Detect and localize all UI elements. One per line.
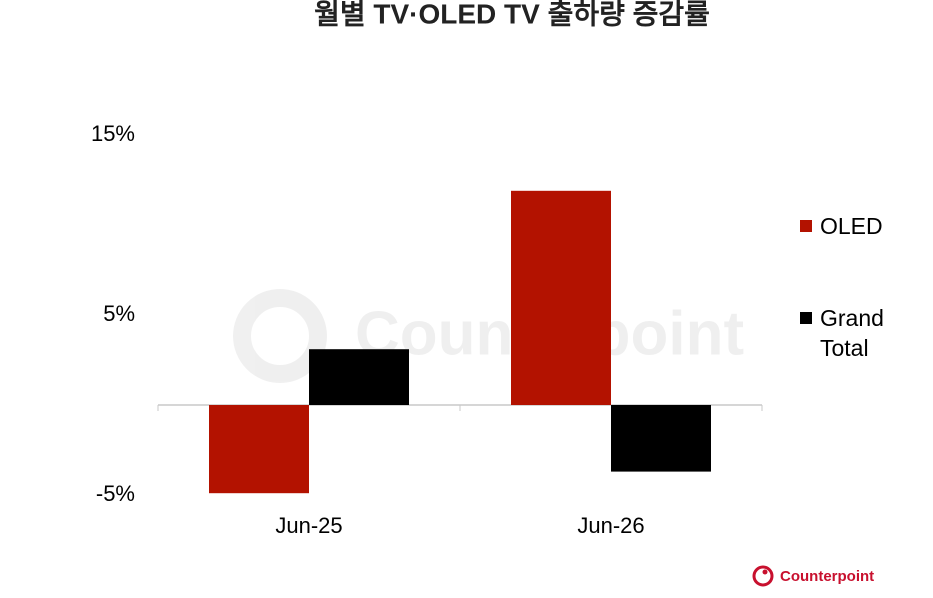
bar <box>309 349 409 405</box>
legend-item: Grand Total <box>800 303 910 363</box>
legend-item: OLED <box>800 211 910 241</box>
legend-swatch <box>800 312 812 324</box>
legend-swatch <box>800 220 812 232</box>
bar <box>511 190 611 405</box>
x-tick-label: Jun-26 <box>577 513 644 538</box>
x-tick-label: Jun-25 <box>275 513 342 538</box>
chart-title: 월별 TV·OLED TV 출하량 증감률 <box>314 0 710 29</box>
y-tick-label: 15% <box>91 121 135 146</box>
bar <box>209 405 309 494</box>
bar <box>611 405 711 472</box>
logo: Counterpoint <box>752 565 874 587</box>
y-tick-label: 5% <box>103 301 135 326</box>
legend-label: OLED <box>820 213 883 239</box>
logo-text: Counterpoint <box>780 568 874 585</box>
legend-label: Grand Total <box>820 305 884 361</box>
y-tick-label: -5% <box>96 481 135 506</box>
